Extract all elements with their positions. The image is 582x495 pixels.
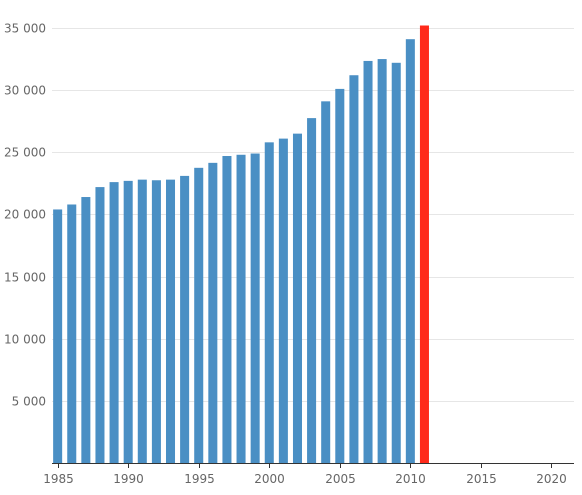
x-tick-label: 1985 [43,472,74,486]
bar [53,209,63,463]
bar [335,88,345,464]
y-tick-label: 30 000 [4,84,46,98]
y-tick-label: 20 000 [4,208,46,222]
x-axis: 1985 1990 1995 2000 2005 2010 2015 2020 [43,463,574,486]
bar [391,62,401,464]
bar [405,39,415,463]
x-tick-label: 2005 [325,472,356,486]
bar [250,153,260,463]
y-tick-label: 5 000 [12,395,46,409]
x-tick-label: 2000 [254,472,285,486]
bar [321,101,331,463]
bar [278,138,288,464]
bar [236,154,246,463]
y-tick-label: 25 000 [4,146,46,160]
bar [165,179,176,463]
bar [222,156,232,463]
bar [377,59,387,463]
bar [194,167,204,463]
x-tick-label: 1995 [184,472,215,486]
bars [53,25,429,464]
x-tick-label: 2010 [395,472,426,486]
bar [180,175,190,463]
y-axis-tick-labels: 5 000 10 000 15 000 20 000 25 000 30 000 35 00… [4,22,46,409]
bar [363,60,373,463]
y-tick-label: 15 000 [4,271,46,285]
bar [292,133,302,463]
bar [307,118,317,464]
x-tick-label: 2020 [536,472,567,486]
bar [264,142,274,463]
bar [208,162,218,463]
y-tick-label: 10 000 [4,333,46,347]
bar [137,179,147,463]
bar [95,187,105,463]
bar [81,197,91,463]
y-tick-label: 35 000 [4,22,46,36]
bar [123,180,133,463]
bar [109,182,119,464]
bar-highlighted [419,25,429,463]
bar [67,204,77,464]
bar [349,75,359,463]
x-tick-label: 1990 [113,472,144,486]
bar [151,180,161,463]
x-tick-label: 2015 [466,472,497,486]
